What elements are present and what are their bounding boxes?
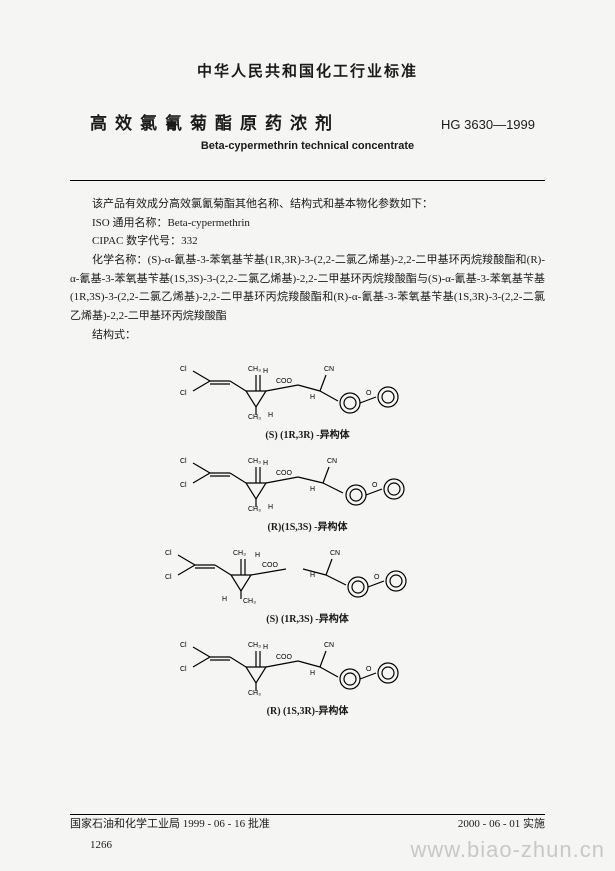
structure-2-label: (R)(1S,3S) -异构体 — [70, 518, 545, 533]
structures-container: ClCl CH₃H HCH₃ COOCN HO (S) (1R,3R) -异构体 — [70, 353, 545, 717]
svg-text:COO: COO — [262, 562, 279, 569]
molecule-svg-4: ClCl CH₃H CH₃ COOCN HO — [168, 629, 448, 697]
svg-text:CH₃: CH₃ — [233, 550, 246, 557]
standard-code: HG 3630—1999 — [441, 117, 535, 132]
watermark: www.biao-zhun.cn — [410, 837, 605, 863]
molecule-svg-2: ClCl CH₃H HCH₃ COOCN HO — [158, 445, 458, 513]
structure-1-label: (S) (1R,3R) -异构体 — [70, 426, 545, 441]
body-text: 该产品有效成分高效氯氰菊酯其他名称、结构式和基本物化参数如下： ISO 通用名称… — [70, 195, 545, 345]
title-row: 高效氯氰菊酯原药浓剂 HG 3630—1999 — [70, 109, 545, 134]
svg-text:O: O — [372, 482, 378, 489]
svg-text:H: H — [263, 368, 268, 375]
org-title: 中华人民共和国化工行业标准 — [70, 60, 545, 81]
structure-3: Cl Cl H CH₃ H CH₃ COO CN H O (S) (1R,3S) -异构体 — [70, 537, 545, 625]
structure-4: ClCl CH₃H CH₃ COOCN HO (R) (1S,3R)-异构体 — [70, 629, 545, 717]
intro-line: 该产品有效成分高效氯氰菊酯其他名称、结构式和基本物化参数如下： — [70, 195, 545, 214]
svg-text:H: H — [310, 670, 315, 677]
svg-text:H: H — [310, 572, 315, 579]
structure-4-label: (R) (1S,3R)-异构体 — [70, 702, 545, 717]
svg-text:CH₃: CH₃ — [248, 642, 261, 649]
molecule-svg-3: Cl Cl H CH₃ H CH₃ COO CN H O — [158, 537, 458, 605]
svg-text:H: H — [263, 460, 268, 467]
svg-text:CH₃: CH₃ — [248, 366, 261, 373]
svg-text:H: H — [255, 552, 260, 559]
svg-text:COO: COO — [276, 378, 293, 385]
effective-text: 2000 - 06 - 01 实施 — [458, 815, 545, 831]
structure-2: ClCl CH₃H HCH₃ COOCN HO (R)(1S,3S) -异构体 — [70, 445, 545, 533]
svg-text:O: O — [366, 666, 372, 673]
svg-text:H: H — [263, 644, 268, 651]
svg-text:Cl: Cl — [180, 482, 187, 489]
svg-text:O: O — [366, 390, 372, 397]
svg-text:CN: CN — [324, 642, 334, 649]
structure-1: ClCl CH₃H HCH₃ COOCN HO (S) (1R,3R) -异构体 — [70, 353, 545, 441]
svg-text:CH₃: CH₃ — [248, 506, 261, 513]
svg-text:CH₃: CH₃ — [248, 458, 261, 465]
chem-name: 化学名称：(S)-α-氰基-3-苯氧基苄基(1R,3R)-3-(2,2-二氯乙烯… — [70, 251, 545, 326]
main-title: 高效氯氰菊酯原药浓剂 — [90, 109, 340, 134]
footer-row: 国家石油和化学工业局 1999 - 06 - 16 批准 2000 - 06 -… — [70, 815, 545, 831]
svg-text:COO: COO — [276, 654, 293, 661]
molecule-svg-1: ClCl CH₃H HCH₃ COOCN HO — [168, 353, 448, 421]
svg-text:Cl: Cl — [180, 366, 187, 373]
svg-text:Cl: Cl — [165, 550, 172, 557]
iso-line: ISO 通用名称：Beta-cypermethrin — [70, 214, 545, 233]
subtitle-en: Beta-cypermethrin technical concentrate — [70, 140, 545, 152]
svg-text:H: H — [268, 412, 273, 419]
svg-text:CN: CN — [324, 366, 334, 373]
svg-text:Cl: Cl — [180, 390, 187, 397]
svg-text:H: H — [268, 504, 273, 511]
svg-text:CN: CN — [327, 458, 337, 465]
svg-text:CH₃: CH₃ — [248, 690, 261, 697]
struct-label: 结构式： — [70, 326, 545, 345]
svg-text:Cl: Cl — [180, 458, 187, 465]
svg-text:COO: COO — [276, 470, 293, 477]
svg-text:CN: CN — [330, 550, 340, 557]
svg-text:H: H — [222, 596, 227, 603]
divider-top — [70, 180, 545, 181]
svg-text:H: H — [310, 486, 315, 493]
svg-text:CH₃: CH₃ — [243, 598, 256, 605]
svg-text:Cl: Cl — [180, 666, 187, 673]
svg-text:Cl: Cl — [165, 574, 172, 581]
page-number: 1266 — [90, 839, 112, 851]
cipac-line: CIPAC 数字代号：332 — [70, 232, 545, 251]
svg-text:H: H — [310, 394, 315, 401]
svg-text:O: O — [374, 574, 380, 581]
approval-text: 国家石油和化学工业局 1999 - 06 - 16 批准 — [70, 815, 270, 831]
structure-3-label: (S) (1R,3S) -异构体 — [70, 610, 545, 625]
svg-text:Cl: Cl — [180, 642, 187, 649]
svg-text:CH₃: CH₃ — [248, 414, 261, 421]
